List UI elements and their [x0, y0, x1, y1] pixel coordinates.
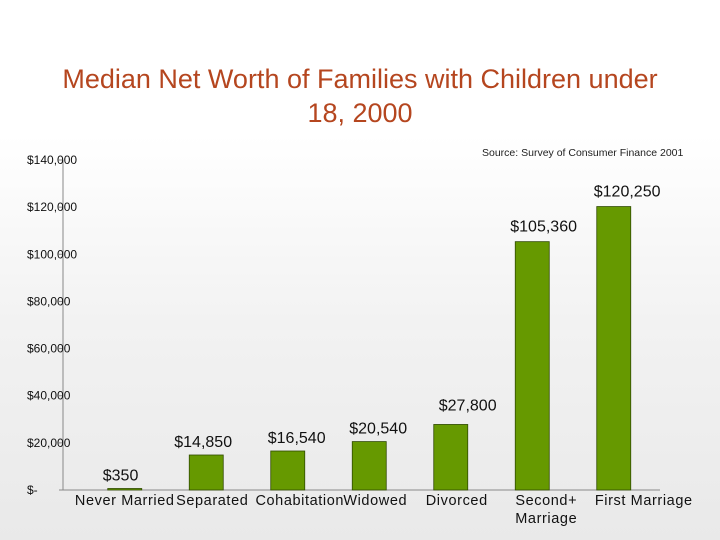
- data-label: $120,250: [594, 184, 661, 201]
- y-tick-label: $40,000: [27, 389, 71, 403]
- chart-title: Median Net Worth of Families with Childr…: [0, 62, 720, 130]
- y-tick-label: $120,000: [27, 200, 77, 214]
- y-tick-label: $80,000: [27, 294, 71, 308]
- y-tick-label: $60,000: [27, 342, 71, 356]
- bar-6: [596, 206, 632, 491]
- data-label: $27,800: [439, 397, 497, 414]
- chart-title-line-1: Median Net Worth of Families with Childr…: [62, 64, 658, 94]
- bar-2: [270, 450, 306, 491]
- y-tick-label: $20,000: [27, 436, 71, 450]
- x-tick-label: Separated: [176, 493, 248, 509]
- x-tick-label: Second+: [515, 493, 577, 509]
- y-tick-label: $-: [27, 483, 38, 497]
- x-tick-label: Widowed: [343, 493, 407, 509]
- data-label: $20,540: [349, 421, 407, 438]
- x-tick-label: First Marriage: [595, 493, 693, 509]
- x-tick-label: Divorced: [426, 493, 488, 509]
- x-tick-label: Cohabitation: [255, 493, 344, 509]
- y-tick-label: $100,000: [27, 247, 77, 261]
- bar-1: [188, 454, 224, 491]
- bar-4: [433, 424, 469, 491]
- data-label: $16,540: [268, 430, 326, 447]
- bar-5: [514, 241, 550, 491]
- data-label: $350: [103, 468, 139, 485]
- data-label: $105,360: [510, 219, 577, 236]
- y-tick-label: $140,000: [27, 153, 77, 167]
- x-tick-label: Marriage: [515, 511, 577, 527]
- bar-3: [351, 441, 387, 491]
- chart-title-line-2: 18, 2000: [307, 98, 413, 128]
- x-tick-label: Never Married: [75, 493, 175, 509]
- source-note: Source: Survey of Consumer Finance 2001: [482, 147, 684, 159]
- data-label: $14,850: [174, 434, 232, 451]
- bar-0: [107, 488, 143, 491]
